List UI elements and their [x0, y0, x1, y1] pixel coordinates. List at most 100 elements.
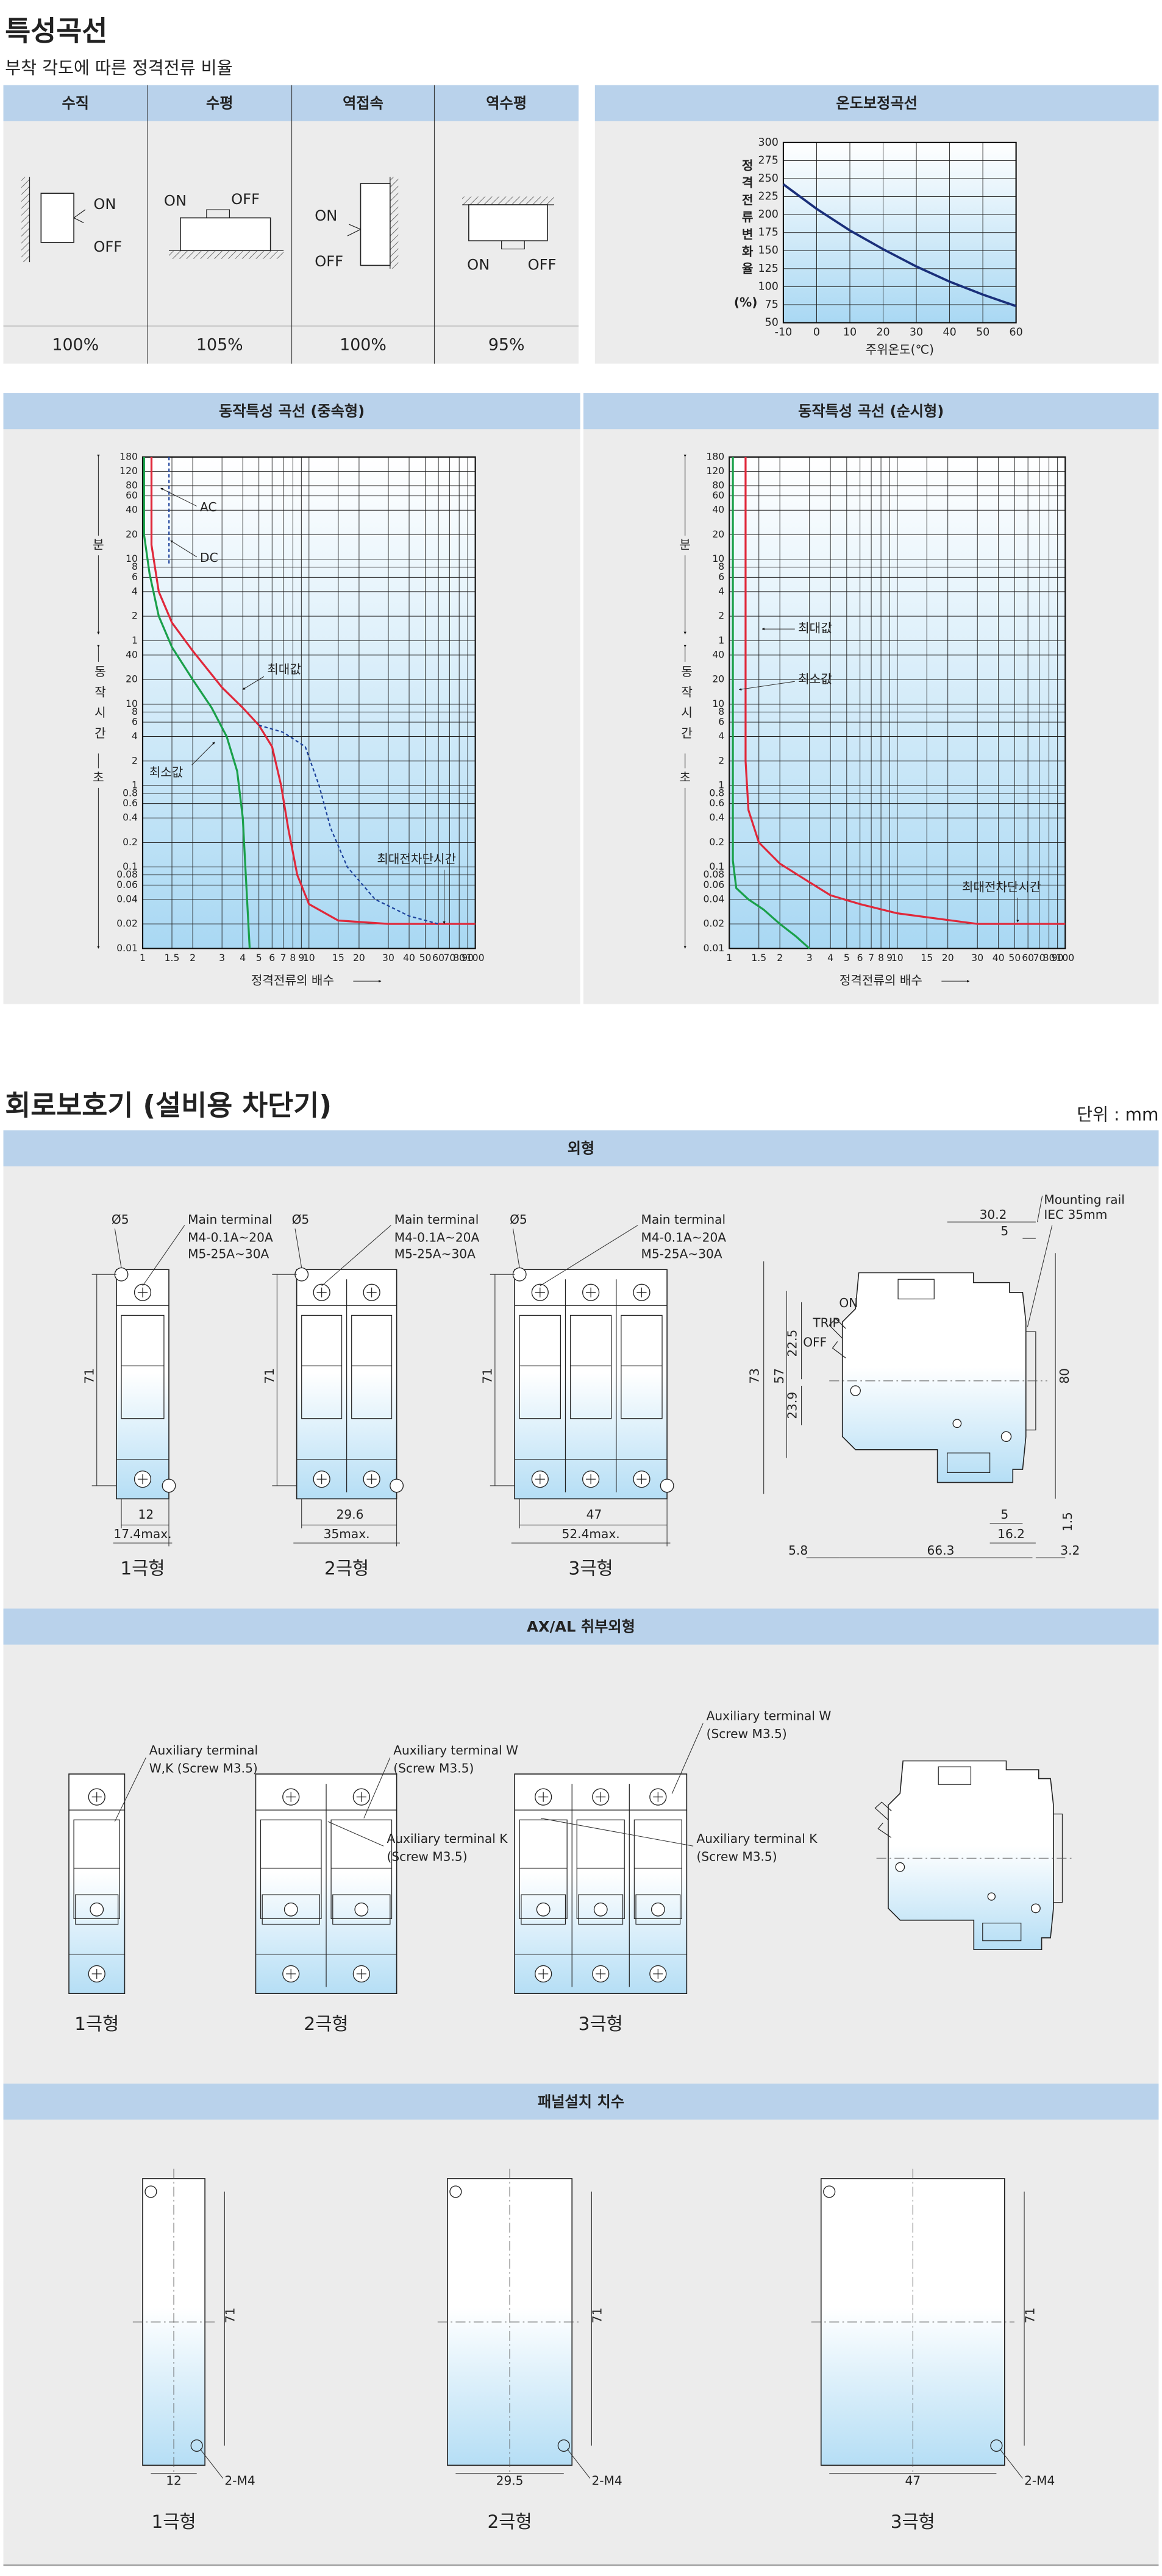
dimension-label: 71 [1022, 2308, 1037, 2324]
y-tick-label: 0.04 [116, 893, 138, 904]
screw-slot [356, 1792, 366, 1802]
rivet [987, 1892, 996, 1901]
y-tick-label: 0.8 [709, 787, 724, 798]
dimension-label: 80 [1057, 1368, 1072, 1384]
y-tick-label: 1 [132, 635, 138, 646]
x-tick-label: 0 [813, 327, 820, 339]
dimension-label: 5.8 [788, 1543, 808, 1558]
mount-hole [512, 1267, 527, 1282]
x-tick-label: 40 [943, 327, 956, 339]
plot-frame [729, 456, 1066, 949]
y-tick-label: 200 [758, 208, 779, 221]
mount-hole [190, 2439, 203, 2452]
ratio: 100% [52, 336, 99, 355]
diameter-label: Ø5 [510, 1212, 527, 1227]
dimension-label: 29.5 [496, 2474, 524, 2488]
screw-slot [286, 1968, 296, 1979]
x-tick-label: 100 [466, 953, 485, 963]
y-tick-label: 0.2 [123, 837, 138, 848]
mount-hole [449, 2185, 462, 2198]
y-tick-label: 8 [718, 706, 724, 717]
handle-window [519, 1819, 568, 1919]
terminal-label: Main terminal [394, 1212, 479, 1227]
y-tick-label: 6 [718, 572, 724, 583]
dimension-label: 71 [82, 1368, 96, 1384]
aux-block [262, 1894, 320, 1925]
diameter-label: Ø5 [112, 1212, 129, 1227]
y-tick-label: 80 [126, 480, 138, 491]
x-tick-label: 60 [1010, 327, 1023, 339]
x-tick-label: -10 [775, 327, 793, 339]
y-tick-label: 1 [718, 635, 724, 646]
y-tick-label: 0.02 [116, 918, 138, 929]
x-tick-label: 40 [403, 953, 415, 963]
curve [258, 725, 439, 925]
handle [874, 1801, 892, 1838]
screw-slot [538, 1792, 549, 1802]
y-tick-label: 80 [712, 480, 724, 491]
screw-slot [137, 1474, 148, 1485]
y-tick-label: 8 [718, 561, 724, 572]
y-tick-label: 20 [712, 529, 724, 540]
x-tick-label: 60 [1022, 953, 1034, 963]
x-tick-label: 6 [857, 953, 863, 963]
off-label: OFF [93, 238, 122, 255]
handle-window [121, 1315, 165, 1419]
y-tick-label: 275 [758, 154, 779, 166]
y-tick-label: 0.08 [116, 869, 138, 880]
y-tick-label: 0.01 [704, 943, 725, 954]
x-tick-label: 5 [256, 953, 262, 963]
handle-window [351, 1315, 393, 1419]
aux-label: (Screw M3.5) [707, 1726, 787, 1741]
y-tick-label: 2 [132, 611, 138, 622]
leader [999, 2449, 1023, 2479]
rivet [1030, 1903, 1041, 1914]
pole-label: 1극형 [74, 2014, 119, 2034]
aux-label: Auxiliary terminal K [696, 1831, 818, 1846]
y-tick-label: 300 [758, 137, 779, 149]
x-tick-label: 80 [453, 953, 465, 963]
terminal-spec: M4-0.1A~20A [641, 1230, 727, 1245]
aux-screw [593, 1902, 608, 1917]
x-tick-label: 20 [942, 953, 954, 963]
x-tick-label: 40 [993, 953, 1005, 963]
dimension-label: 5 [1000, 1224, 1008, 1238]
side-body [888, 1760, 1054, 1950]
dimension-label: 47 [905, 2474, 921, 2488]
panel-title: 외형 [568, 1140, 595, 1157]
screw-slot [286, 1792, 296, 1802]
x-tick-label: 7 [280, 953, 287, 963]
annotation: 최대값 [267, 662, 301, 676]
ratio: 100% [340, 336, 387, 355]
aux-block [635, 1894, 681, 1925]
second-label: 초 [93, 770, 104, 784]
y-tick-label: 10 [712, 698, 724, 709]
terminal [897, 1279, 935, 1300]
x-tick-label: 1 [140, 953, 146, 963]
y-tick-label: 1 [718, 779, 724, 790]
mount-hole [390, 1478, 404, 1493]
screw-slot [535, 1287, 545, 1297]
aux-screw [90, 1902, 104, 1917]
pole-label: 3극형 [891, 2511, 935, 2532]
screw-slot [636, 1474, 647, 1485]
y-tick-label: 4 [132, 586, 138, 597]
plot-frame [141, 456, 476, 949]
y-tick-label: 0.04 [704, 893, 725, 904]
x-tick-label: 10 [891, 953, 904, 963]
screw-slot [586, 1287, 596, 1297]
handle [501, 241, 525, 250]
annotation: 최대전차단시간 [377, 852, 456, 867]
y-tick-label: 0.1 [709, 861, 724, 872]
aux-label: (Screw M3.5) [696, 1850, 777, 1864]
rivet [1000, 1431, 1012, 1442]
y-tick-label: 40 [712, 649, 724, 660]
y-tick-label: 8 [132, 706, 138, 717]
x-tick-label: 6 [269, 953, 275, 963]
screw-slot [586, 1474, 596, 1485]
terminal-spec: M4-0.1A~20A [188, 1230, 273, 1245]
mount-hole [823, 2185, 836, 2198]
mount-hole [660, 1478, 674, 1493]
handle-window [633, 1819, 682, 1919]
